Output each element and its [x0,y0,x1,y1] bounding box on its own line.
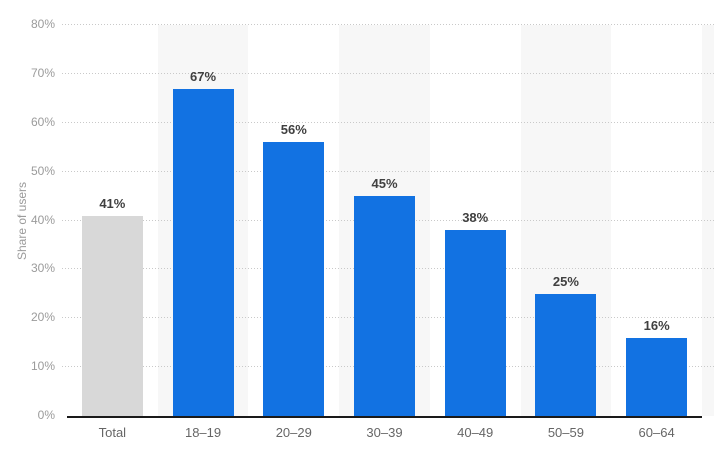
bar-18-19 [172,88,234,416]
x-axis-line [67,416,702,418]
gridline-50 [62,170,714,172]
x-axis-label: 60–64 [638,425,675,440]
bar-value-label: 16% [643,317,670,333]
bar-40-49 [444,230,506,416]
y-tick-label: 20% [30,310,55,325]
bar-total [81,215,143,416]
gridline-80 [62,24,714,25]
bar-value-label: 25% [552,273,579,289]
bar-50-59 [535,293,597,416]
y-tick-label: 40% [30,212,55,227]
y-tick-label: 30% [30,261,55,276]
bar-30-39 [354,196,415,416]
bar-60-64 [626,337,688,416]
gridline-70 [62,72,714,74]
bar-value-label: 41% [99,195,126,211]
x-axis-label: Total [98,425,127,440]
y-tick-label: 80% [30,17,55,31]
bar-value-label: 67% [190,68,217,84]
x-axis-label: 18–19 [184,425,222,440]
bar-value-label: 56% [280,122,307,138]
bar-value-label: 38% [462,210,489,226]
y-tick-label: 50% [30,163,55,178]
y-tick-label: 10% [30,359,55,374]
y-tick-label: 70% [30,65,55,80]
gridline-60 [62,121,714,123]
x-axis-label: 30–39 [366,425,403,440]
x-axis-label: 40–49 [457,425,494,440]
bar-20-29 [263,142,325,416]
bar-value-label: 45% [371,176,398,192]
x-axis-label: 50–59 [547,425,584,440]
column-band-partial [702,25,714,416]
x-axis-label: 20–29 [275,425,312,440]
y-tick-label: 0% [37,408,55,422]
y-tick-label: 60% [30,114,55,129]
